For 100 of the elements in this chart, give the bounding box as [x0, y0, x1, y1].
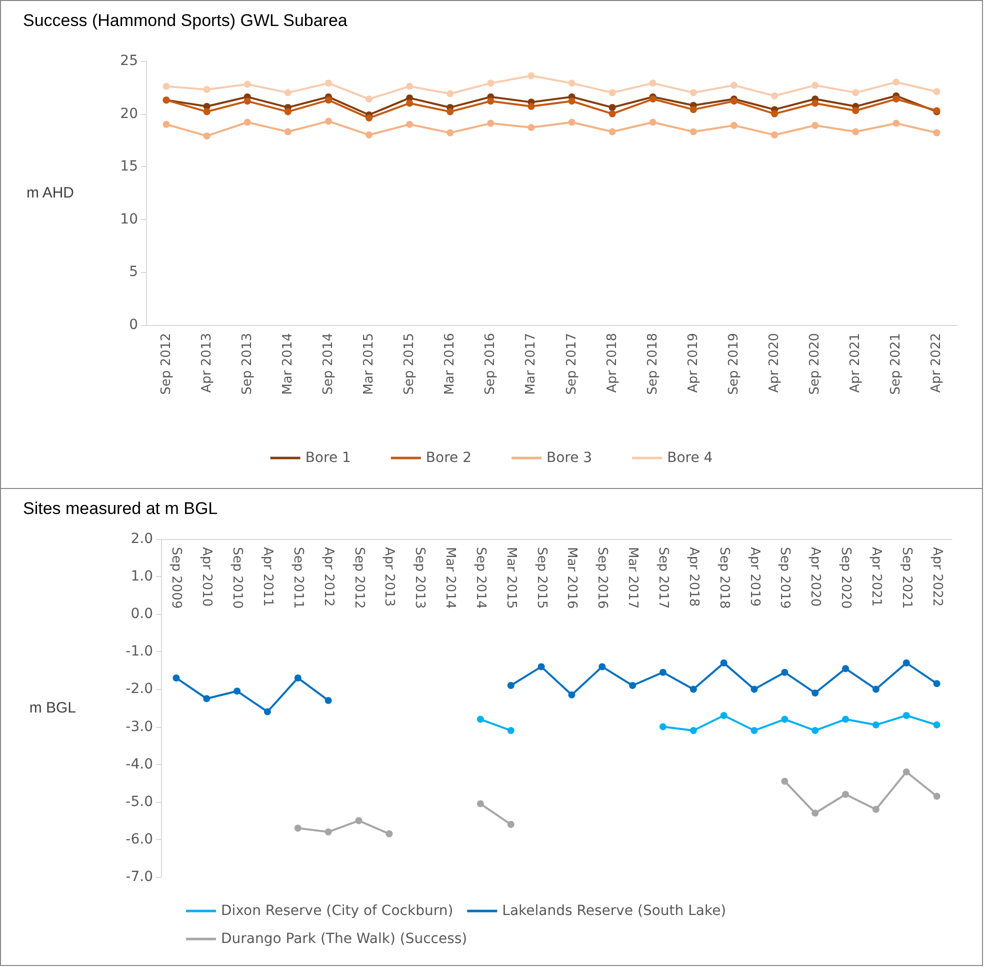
- y-tick-label: -2.0: [126, 681, 153, 698]
- point: [203, 108, 210, 116]
- x-tick-label: Sep 2009: [168, 547, 184, 609]
- point: [781, 778, 788, 785]
- x-tick-label: Sep 2012: [351, 547, 366, 609]
- point: [771, 110, 778, 118]
- point: [608, 128, 616, 136]
- point: [538, 663, 545, 670]
- x-tick-label: Sep 2013: [240, 333, 255, 395]
- point: [366, 131, 373, 138]
- y-tick-label: -5.0: [126, 794, 153, 810]
- x-tick-label: Sep 2017: [655, 547, 670, 609]
- point: [852, 89, 860, 96]
- point: [771, 131, 778, 138]
- legend-label: Dixon Reserve (City of Cockburn): [221, 903, 454, 919]
- point: [781, 716, 788, 723]
- point: [933, 88, 940, 96]
- x-tick-label: Sep 2019: [777, 547, 792, 609]
- point: [892, 96, 900, 103]
- x-tick-label: Apr 2019: [686, 333, 701, 393]
- point: [203, 86, 210, 94]
- point: [842, 790, 850, 798]
- x-tick-label: Sep 2018: [716, 547, 732, 609]
- x-tick-label: Sep 2016: [594, 547, 610, 609]
- point: [366, 114, 373, 122]
- point: [324, 96, 332, 104]
- point: [386, 830, 393, 838]
- point: [203, 132, 210, 140]
- x-tick-label: Mar 2015: [503, 547, 518, 609]
- point: [406, 120, 414, 128]
- point: [781, 668, 788, 676]
- point: [659, 668, 666, 676]
- x-tick-label: Apr 2022: [929, 333, 944, 393]
- x-tick-label: Sep 2011: [290, 547, 306, 609]
- point: [690, 89, 697, 96]
- point: [172, 674, 180, 682]
- point: [892, 78, 900, 86]
- x-tick-label: Sep 2017: [564, 333, 580, 395]
- point: [902, 659, 910, 666]
- point: [446, 108, 454, 116]
- y-tick-label: 10: [120, 211, 138, 228]
- legend-label: Bore 3: [546, 450, 592, 466]
- y-tick-label: 15: [120, 158, 138, 175]
- point: [244, 118, 251, 126]
- x-tick-label: Sep 2021: [888, 333, 904, 395]
- point: [872, 806, 880, 813]
- point: [690, 727, 697, 734]
- x-tick-label: Mar 2016: [564, 547, 580, 609]
- point: [568, 80, 576, 87]
- point: [324, 828, 332, 836]
- x-tick-label: Apr 2022: [929, 547, 944, 607]
- x-tick-label: Mar 2014: [442, 547, 458, 609]
- point: [771, 92, 778, 100]
- x-tick-label: Sep 2014: [472, 547, 488, 609]
- y-tick-label: -4.0: [126, 756, 153, 772]
- x-tick-label: Apr 2019: [746, 547, 762, 607]
- point: [446, 90, 454, 98]
- x-tick-label: Sep 2015: [534, 547, 549, 609]
- x-tick-label: Apr 2021: [848, 333, 864, 393]
- point: [720, 712, 728, 720]
- point: [568, 98, 576, 105]
- y-tick-label: -1.0: [126, 644, 153, 660]
- point: [690, 128, 697, 136]
- point: [284, 89, 292, 96]
- x-tick-label: Apr 2021: [868, 547, 884, 607]
- x-tick-label: Sep 2014: [320, 333, 336, 395]
- point: [608, 104, 616, 111]
- point: [284, 128, 292, 136]
- point: [487, 80, 494, 87]
- point: [608, 110, 616, 118]
- x-tick-label: Sep 2015: [402, 333, 418, 395]
- point: [730, 122, 738, 129]
- point: [690, 106, 697, 114]
- point: [476, 716, 484, 723]
- x-tick-label: Apr 2020: [767, 333, 782, 393]
- point: [568, 691, 576, 698]
- point: [406, 82, 414, 90]
- point: [264, 708, 271, 716]
- x-tick-label: Sep 2018: [645, 333, 660, 395]
- point: [812, 689, 819, 696]
- x-tick-label: Mar 2016: [442, 333, 458, 395]
- point: [162, 120, 170, 128]
- x-tick-label: Sep 2010: [230, 547, 245, 609]
- y-tick-label: -3.0: [126, 718, 153, 735]
- point: [568, 118, 576, 126]
- point: [244, 80, 251, 88]
- x-tick-label: Sep 2016: [483, 333, 498, 395]
- point: [649, 96, 656, 103]
- point: [608, 89, 616, 96]
- point: [690, 686, 697, 693]
- x-tick-label: Mar 2014: [280, 333, 296, 395]
- point: [812, 100, 819, 107]
- y-tick-label: 0.0: [130, 606, 153, 622]
- point: [629, 682, 636, 689]
- point: [852, 128, 860, 136]
- x-tick-label: Mar 2015: [362, 333, 377, 395]
- point: [446, 129, 454, 136]
- point: [324, 696, 332, 704]
- point: [852, 107, 860, 114]
- point: [872, 721, 880, 728]
